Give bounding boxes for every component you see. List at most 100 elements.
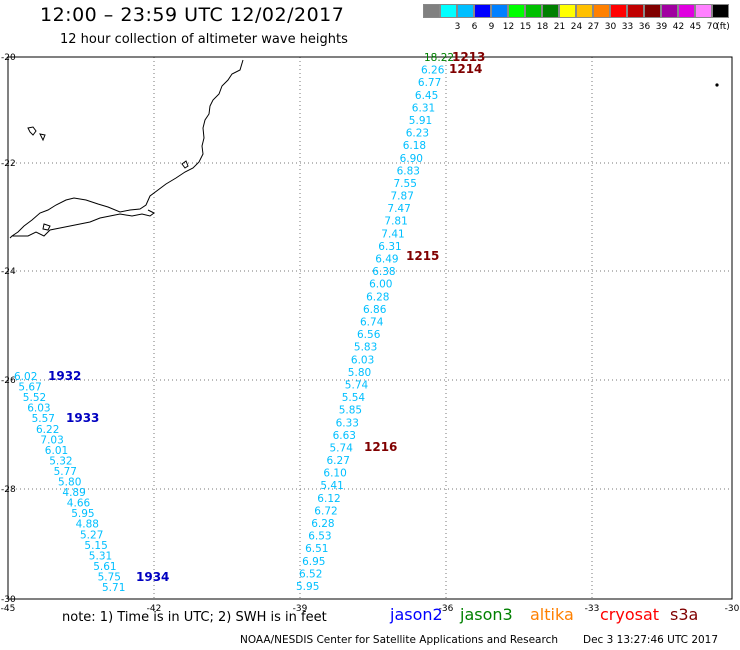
wave-height-value: 6.26 [421, 65, 445, 77]
wave-height-value: 7.41 [381, 228, 404, 240]
wave-height-value: 5.75 [98, 572, 121, 584]
wave-height-value: 6.27 [327, 455, 350, 467]
credit-line: NOAA/NESDIS Center for Satellite Applica… [240, 634, 558, 646]
legend-tick-label: 33 [621, 22, 634, 32]
wave-height-value: 5.15 [84, 540, 107, 552]
legend-tick-label: 30 [604, 22, 617, 32]
longitude-label: -36 [439, 604, 454, 614]
wave-height-value: 6.63 [333, 430, 356, 442]
legend-tick-label: 12 [502, 22, 515, 32]
wave-height-value: 5.54 [342, 392, 366, 404]
wave-height-value: 6.31 [412, 102, 435, 114]
wave-height-value: 6.53 [308, 531, 331, 543]
legend-tick-label: 24 [570, 22, 583, 32]
legend-tick-label: 39 [655, 22, 668, 32]
wave-height-value: 6.90 [400, 153, 423, 165]
wave-height-value: 5.27 [80, 529, 103, 541]
satellite-name: cryosat [600, 605, 660, 624]
wave-height-value: 5.71 [102, 582, 125, 594]
wave-height-value: 6.22 [36, 424, 59, 436]
legend-swatch [627, 4, 644, 18]
island-3 [42, 223, 51, 231]
wave-height-value: 5.61 [93, 561, 116, 573]
brazil-coastline [9, 59, 244, 239]
legend-tick-label: 6 [471, 22, 478, 32]
wave-height-value: 7.03 [40, 434, 63, 446]
wave-height-value: 5.91 [409, 115, 432, 127]
longitude-label: -42 [147, 604, 162, 614]
wave-height-value: 6.52 [299, 568, 322, 580]
wave-height-value: 5.95 [296, 581, 319, 593]
satellite-name: s3a [670, 605, 699, 624]
wave-height-value: 4.88 [76, 519, 99, 531]
wave-height-value: 5.31 [89, 550, 112, 562]
satellite-name: jason2 [390, 605, 443, 624]
legend-tick-label: 45 [689, 22, 702, 32]
generated-timestamp: Dec 3 13:27:46 UTC 2017 [583, 634, 719, 646]
satellite-name: altika [530, 605, 574, 624]
legend-swatch [661, 4, 678, 18]
wave-height-value: 6.86 [363, 304, 387, 316]
wave-height-value: 6.01 [45, 445, 68, 457]
wave-height-value: 5.85 [339, 405, 362, 417]
satellite-name: jason3 [460, 605, 513, 624]
map-subtitle: 12 hour collection of altimeter wave hei… [60, 32, 348, 47]
legend-swatch [576, 4, 593, 18]
legend-swatch [593, 4, 610, 18]
map-note: note: 1) Time is in UTC; 2) SWH is in fe… [62, 610, 327, 625]
latitude-label: -30 [1, 595, 16, 605]
island-2 [39, 133, 46, 142]
legend-tick-label: 42 [672, 22, 685, 32]
legend-swatch [678, 4, 695, 18]
pass-number-label: 1932 [48, 369, 81, 383]
longitude-label: -33 [585, 604, 600, 614]
wave-height-value: 5.80 [58, 477, 81, 489]
legend-swatch [610, 4, 627, 18]
wave-height-value: 4.89 [62, 487, 85, 499]
wave-height-value: 5.74 [330, 443, 354, 455]
legend-swatch [559, 4, 576, 18]
wave-height-value: 5.67 [18, 382, 41, 394]
coastline-bay [12, 209, 155, 237]
wave-height-value: 7.81 [384, 216, 407, 228]
wave-height-value: 6.28 [311, 518, 334, 530]
legend-tick-label: 21 [553, 22, 566, 32]
wave-height-value: 5.80 [348, 367, 371, 379]
wave-height-value: 6.56 [357, 329, 381, 341]
coastline-inlet [181, 160, 189, 169]
map-frame [7, 56, 733, 600]
wave-height-value: 6.38 [372, 266, 395, 278]
legend-swatch [457, 4, 474, 18]
remote-island [715, 83, 719, 87]
wave-height-value: 6.28 [366, 291, 389, 303]
legend-tick-label: 36 [638, 22, 651, 32]
wave-height-value: 6.49 [375, 254, 398, 266]
wave-height-value: 6.23 [406, 128, 429, 140]
wave-height-value: 6.77 [418, 77, 441, 89]
pass-number-label: 1933 [66, 411, 99, 425]
wave-height-value: 6.12 [317, 493, 340, 505]
wave-height-value: 5.83 [354, 342, 377, 354]
wave-height-value: 6.03 [351, 354, 374, 366]
legend-swatch [525, 4, 542, 18]
wave-height-value: 5.74 [345, 380, 369, 392]
wave-height-value: 5.57 [32, 413, 55, 425]
legend-swatch [491, 4, 508, 18]
pass-number-label: 1215 [406, 249, 439, 263]
pass-number-label: 1934 [136, 570, 169, 584]
wave-height-value: 6.72 [314, 505, 337, 517]
wave-height-value: 6.95 [302, 556, 325, 568]
wave-height-value: 5.52 [23, 392, 46, 404]
wave-height-value: 7.87 [391, 191, 414, 203]
wave-height-value: 5.95 [71, 508, 94, 520]
legend-tick-label: 18 [536, 22, 549, 32]
wave-height-value: 6.10 [323, 468, 346, 480]
wave-height-labels: 18.226.266.776.456.315.916.236.186.906.8… [14, 50, 485, 594]
map-title: 12:00 – 23:59 UTC 12/02/2017 [40, 4, 345, 26]
wave-height-value: 6.51 [305, 543, 328, 555]
island-1 [27, 126, 37, 136]
legend-swatch [423, 4, 440, 18]
longitude-label: -45 [1, 604, 16, 614]
legend-unit: (ft) [716, 22, 730, 32]
legend-tick-label: 15 [519, 22, 532, 32]
